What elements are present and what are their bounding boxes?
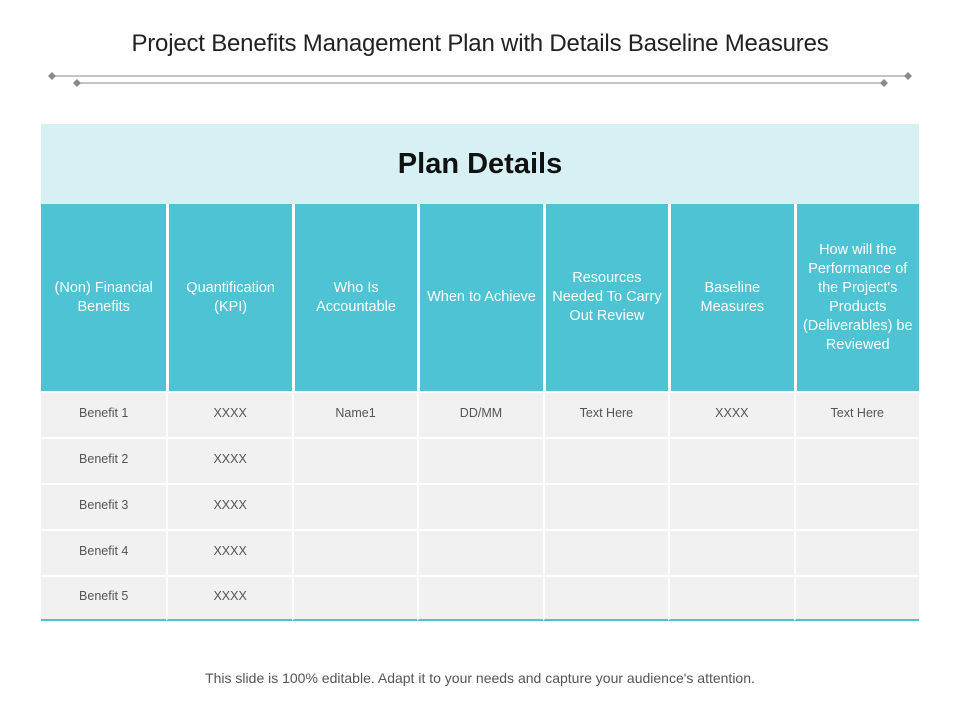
table-cell: Text Here [542, 391, 669, 437]
diamond-icon [73, 79, 81, 87]
column-header-baseline-measures: Baseline Measures [668, 204, 794, 391]
table-cell: XXXX [668, 391, 794, 437]
table-row: Benefit 2 XXXX [41, 437, 919, 483]
table-cell [793, 575, 919, 621]
table-cell [417, 529, 543, 575]
table-row: Benefit 1 XXXX Name1 DD/MM Text Here XXX… [41, 391, 919, 437]
table-cell: Benefit 5 [41, 575, 167, 621]
table-cell: Benefit 1 [41, 391, 167, 437]
table-cell: Text Here [793, 391, 919, 437]
table-cell: Benefit 2 [41, 437, 167, 483]
table-cell: DD/MM [417, 391, 543, 437]
table-cell [668, 529, 794, 575]
page-title: Project Benefits Management Plan with De… [131, 30, 829, 57]
table-cell [793, 437, 919, 483]
column-header-financial-benefits: (Non) Financial Benefits [41, 204, 167, 391]
column-header-when-to-achieve: When to Achieve [417, 204, 543, 391]
column-header-resources: Resources Needed To Carry Out Review [542, 204, 669, 391]
table-cell: XXXX [166, 391, 292, 437]
table-cell [793, 529, 919, 575]
table-cell [417, 437, 543, 483]
diamond-icon [904, 72, 912, 80]
table-banner: Plan Details [41, 124, 919, 204]
table-cell [542, 575, 669, 621]
column-header-row: (Non) Financial Benefits Quantification … [41, 204, 919, 391]
table-cell [291, 529, 418, 575]
table-cell: XXXX [166, 437, 292, 483]
footer-note: This slide is 100% editable. Adapt it to… [205, 670, 755, 686]
table-cell [542, 437, 669, 483]
column-header-accountable: Who Is Accountable [291, 204, 418, 391]
table-cell: Benefit 3 [41, 483, 167, 529]
diamond-icon [48, 72, 56, 80]
table-cell [291, 575, 418, 621]
column-header-performance-review: How will the Performance of the Project'… [793, 204, 919, 391]
table-row: Benefit 5 XXXX [41, 575, 919, 621]
table-cell: XXXX [166, 575, 292, 621]
column-header-quantification: Quantification (KPI) [166, 204, 292, 391]
table-cell [291, 483, 418, 529]
table-cell [793, 483, 919, 529]
table-cell: XXXX [166, 529, 292, 575]
plan-details-table: Plan Details (Non) Financial Benefits Qu… [41, 124, 919, 621]
table-cell [668, 483, 794, 529]
table-cell [542, 483, 669, 529]
table-cell [542, 529, 669, 575]
table-cell: Name1 [291, 391, 418, 437]
table-cell: XXXX [166, 483, 292, 529]
table-row: Benefit 3 XXXX [41, 483, 919, 529]
table-cell [417, 483, 543, 529]
table-cell [291, 437, 418, 483]
table-cell [417, 575, 543, 621]
table-cell [668, 575, 794, 621]
table-cell: Benefit 4 [41, 529, 167, 575]
table-row: Benefit 4 XXXX [41, 529, 919, 575]
diamond-icon [880, 79, 888, 87]
title-divider [48, 72, 912, 87]
table-cell [668, 437, 794, 483]
